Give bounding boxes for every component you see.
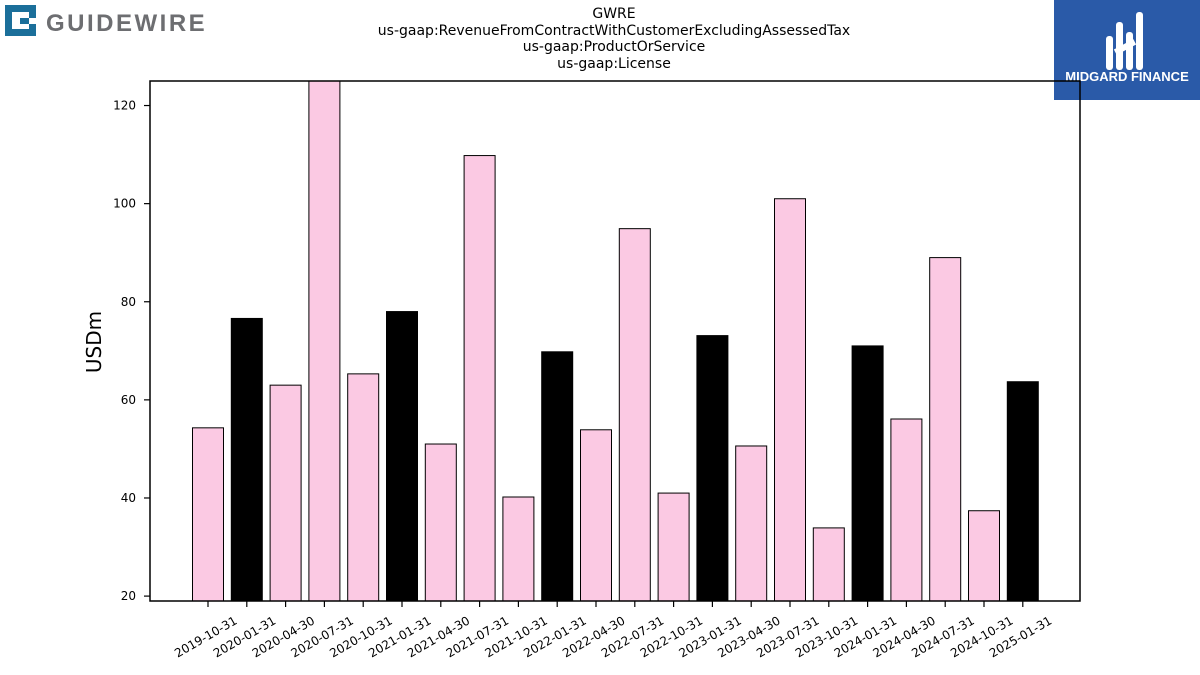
bar-2021-04-30 — [424, 443, 457, 601]
midgard-mark-icon: MIDGARD FINANCE — [1065, 12, 1189, 84]
bar-2022-07-31 — [618, 228, 651, 601]
bar-2022-10-31 — [657, 492, 690, 601]
guidewire-logo: GUIDEWIRE — [5, 5, 207, 37]
bar-2021-10-31 — [502, 496, 535, 601]
bar-2023-04-30 — [735, 445, 768, 601]
guidewire-mark-icon — [5, 5, 36, 36]
bar-2022-04-30 — [580, 429, 612, 601]
bar-2024-10-31 — [968, 510, 1000, 601]
plot-frame — [149, 80, 1081, 602]
title-line-member: us-gaap:License — [557, 55, 671, 72]
y-tick-label: 20 — [121, 589, 136, 603]
bars-group — [192, 81, 1039, 601]
bar-2024-04-30 — [890, 418, 923, 601]
bar-2023-07-31 — [774, 198, 806, 601]
bar-2020-10-31 — [347, 373, 380, 601]
guidewire-wordmark: GUIDEWIRE — [46, 10, 207, 37]
y-tick-label: 100 — [113, 197, 136, 211]
bar-2024-01-31 — [851, 345, 884, 601]
bar-2019-10-31 — [192, 427, 224, 601]
y-tick-label: 40 — [121, 491, 136, 505]
y-tick-label: 60 — [121, 393, 136, 407]
y-tick-label: 80 — [121, 295, 136, 309]
bar-2020-07-31 — [308, 81, 341, 601]
chart-title: GWRE us-gaap:RevenueFromContractWithCust… — [314, 6, 914, 72]
title-line-ticker: GWRE — [592, 6, 636, 22]
bar-2024-07-31 — [929, 257, 962, 601]
midgard-finance-logo: MIDGARD FINANCE — [1054, 0, 1200, 100]
y-tick-label: 120 — [113, 99, 136, 113]
bar-2022-01-31 — [541, 351, 574, 601]
midgard-wordmark: MIDGARD FINANCE — [1065, 69, 1189, 84]
bar-2021-07-31 — [463, 155, 496, 601]
bar-2021-01-31 — [386, 311, 418, 601]
bar-2020-04-30 — [269, 384, 302, 601]
bar-2023-01-31 — [696, 335, 729, 601]
title-line-axis: us-gaap:ProductOrService — [522, 39, 706, 55]
bar-2023-10-31 — [812, 527, 845, 601]
title-line-concept: us-gaap:RevenueFromContractWithCustomerE… — [377, 22, 851, 39]
bar-2025-01-31 — [1006, 381, 1039, 601]
bar-2020-01-31 — [230, 317, 263, 601]
